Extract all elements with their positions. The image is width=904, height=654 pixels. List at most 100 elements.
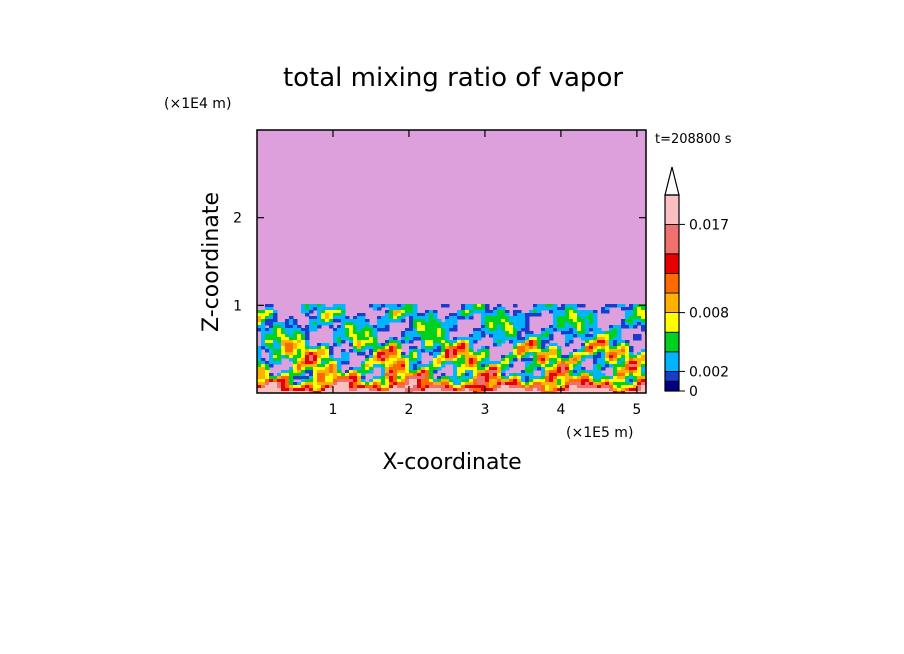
- field-cell: [393, 352, 398, 356]
- field-cell: [481, 358, 486, 362]
- field-cell: [393, 367, 398, 371]
- field-cell: [309, 346, 314, 350]
- field-cell: [393, 313, 398, 317]
- field-cell: [353, 382, 358, 386]
- y-tick-label: 1: [233, 298, 242, 314]
- field-cell: [557, 355, 562, 359]
- field-cell: [541, 307, 546, 311]
- field-cell: [597, 340, 602, 344]
- field-cell: [417, 358, 422, 362]
- field-cell: [613, 355, 618, 359]
- field-cell: [401, 376, 406, 380]
- field-cell: [461, 313, 466, 317]
- field-cell: [525, 373, 530, 377]
- field-cell: [493, 361, 498, 365]
- field-cell: [429, 391, 434, 393]
- field-cell: [553, 310, 558, 314]
- field-cell: [641, 358, 646, 362]
- field-cell: [417, 385, 422, 389]
- field-cell: [585, 325, 590, 329]
- field-cell: [357, 376, 362, 380]
- field-cell: [349, 322, 354, 326]
- x-tick-label: 4: [556, 402, 565, 418]
- field-cell: [609, 328, 614, 332]
- field-cell: [317, 304, 322, 308]
- field-cell: [421, 367, 426, 371]
- field-cell: [385, 358, 390, 362]
- field-cell: [289, 334, 294, 338]
- field-cell: [385, 340, 390, 344]
- field-cell: [377, 322, 382, 326]
- field-cell: [625, 352, 630, 356]
- field-cell: [269, 355, 274, 359]
- field-cell: [433, 322, 438, 326]
- field-cell: [509, 334, 514, 338]
- field-cell: [545, 340, 550, 344]
- field-cell: [521, 370, 526, 374]
- field-cell: [501, 373, 506, 377]
- field-cell: [329, 352, 334, 356]
- field-cell: [321, 391, 326, 393]
- field-cell: [437, 388, 442, 392]
- field-cell: [613, 391, 618, 393]
- field-cell: [413, 376, 418, 380]
- field-cell: [341, 355, 346, 359]
- field-cell: [549, 379, 554, 383]
- field-cell: [405, 358, 410, 362]
- field-cell: [481, 382, 486, 386]
- field-cell: [337, 373, 342, 377]
- field-cell: [581, 376, 586, 380]
- field-cell: [525, 331, 530, 335]
- field-cell: [505, 334, 510, 338]
- field-cell: [385, 328, 390, 332]
- field-cell: [577, 385, 582, 389]
- field-cell: [453, 316, 458, 320]
- field-cell: [461, 355, 466, 359]
- field-cell: [297, 337, 302, 341]
- field-cell: [617, 328, 622, 332]
- field-cell: [293, 382, 298, 386]
- field-cell: [381, 349, 386, 353]
- field-cell: [537, 334, 542, 338]
- field-cell: [329, 322, 334, 326]
- field-cell: [297, 385, 302, 389]
- field-cell: [537, 307, 542, 311]
- field-cell: [601, 343, 606, 347]
- field-cell: [325, 367, 330, 371]
- field-cell: [545, 385, 550, 389]
- field-cell: [537, 379, 542, 383]
- field-cell: [329, 346, 334, 350]
- field-cell: [397, 346, 402, 350]
- field-cell: [477, 391, 482, 393]
- field-cell: [409, 361, 414, 365]
- field-cell: [597, 370, 602, 374]
- field-cell: [433, 361, 438, 365]
- field-cell: [309, 328, 314, 332]
- field-cell: [389, 340, 394, 344]
- field-cell: [269, 340, 274, 344]
- field-cell: [257, 382, 262, 386]
- field-cell: [569, 355, 574, 359]
- field-cell: [405, 310, 410, 314]
- field-cell: [497, 370, 502, 374]
- field-cell: [485, 358, 490, 362]
- field-cell: [277, 379, 282, 383]
- field-cell: [309, 382, 314, 386]
- field-cell: [601, 361, 606, 365]
- field-cell: [637, 352, 642, 356]
- field-cell: [485, 349, 490, 353]
- field-cell: [541, 391, 546, 393]
- field-cell: [489, 388, 494, 392]
- field-cell: [477, 355, 482, 359]
- field-cell: [621, 385, 626, 389]
- field-cell: [521, 379, 526, 383]
- field-cell: [337, 340, 342, 344]
- field-cell: [433, 391, 438, 393]
- field-cell: [593, 331, 598, 335]
- field-cell: [633, 358, 638, 362]
- field-cell: [293, 385, 298, 389]
- field-cell: [441, 322, 446, 326]
- field-cell: [625, 355, 630, 359]
- field-cell: [493, 316, 498, 320]
- field-cell: [385, 382, 390, 386]
